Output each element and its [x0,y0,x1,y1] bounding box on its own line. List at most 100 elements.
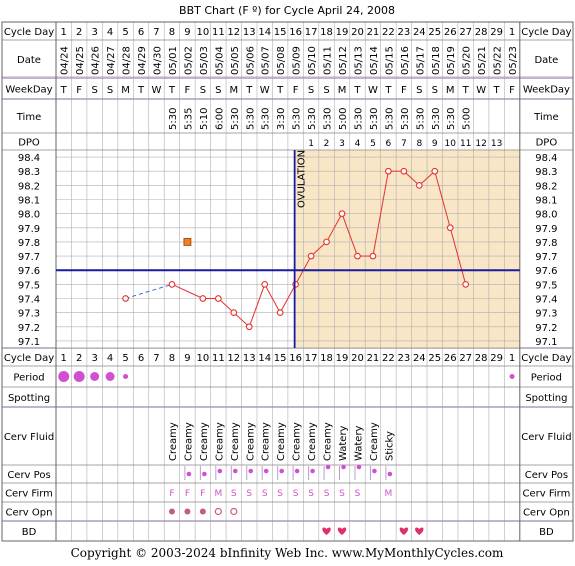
temp-point [214,295,222,302]
temp-line-segment [326,213,343,243]
row-label-cerv_fluid-left: Cerv Fluid [4,432,54,443]
date-cell: 05/21 [477,46,488,75]
row-label-cerv_opn-left: Cerv Opn [6,508,53,519]
temp-point [307,252,315,260]
cerv-firm-cell: S [293,489,299,499]
row-separator [2,76,573,79]
cerv-opn-closed [184,508,191,515]
cycle-day-cell: 26 [444,353,457,364]
cycle-day-cell: 21 [367,27,380,38]
dpo-cell: 9 [432,139,438,149]
y-tick-label-left: 97.5 [18,280,40,291]
cycle-day-cell: 22 [382,353,395,364]
date-cell: 05/07 [261,46,272,75]
y-tick-label-right: 98.4 [535,153,557,164]
bd-heart-icon [415,527,424,535]
time-cell: 5:30 [369,108,380,130]
cycle-day-cell: 24 [413,353,426,364]
cycle-day-cell: 18 [320,353,333,364]
dpo-cell: 4 [355,139,361,149]
row-label-date-right: Date [534,55,558,66]
temp-line-segment [264,284,281,313]
cerv-pos-dot [341,464,346,470]
temp-point [276,309,284,316]
cycle-day-cell: 16 [289,27,302,38]
luteal-phase-area [295,150,520,348]
cycle-day-cell: 24 [413,27,426,38]
weekday-cell: M [446,85,455,96]
weekday-cell: T [276,85,284,96]
time-cell: 5:30 [168,108,179,130]
cerv-pos-dot [310,468,315,474]
cerv-opn-open [230,507,238,516]
time-cell: 5:30 [245,108,256,130]
period-dot [105,372,115,381]
cycle-day-cell: 9 [184,27,190,38]
y-tick-label-right: 97.3 [535,309,557,320]
cycle-day-cell: 8 [169,27,175,38]
date-cell: 04/29 [137,46,148,75]
date-cell: 05/01 [168,46,179,75]
y-tick-label-right: 97.7 [535,252,557,263]
date-cell: 05/14 [369,46,380,75]
row-label-weekday-right: WeekDay [523,85,570,96]
cerv-firm-cell: S [231,489,237,499]
cycle-day-cell: 29 [490,27,503,38]
cycle-day-cell: 14 [258,27,271,38]
weekday-cell: S [91,85,97,96]
y-tick-label-left: 97.6 [18,266,40,277]
cycle-day-cell: 15 [274,353,287,364]
y-tick-label-left: 98.1 [18,196,40,207]
y-tick-label-left: 98.4 [18,153,40,164]
time-cell: 5:30 [307,108,318,130]
date-cell: 05/23 [508,46,519,75]
cycle-day-cell: 13 [243,353,256,364]
date-cell: 05/20 [462,46,473,75]
temp-line-segment [418,170,436,186]
temp-line-segment [341,213,358,257]
temp-line-segment [248,284,266,327]
dpo-cell: 12 [475,139,486,149]
date-cell: 05/16 [400,46,411,75]
y-tick-label-right: 97.4 [535,295,557,306]
cerv-pos-dot [217,468,223,474]
cycle-day-cell: 3 [91,353,97,364]
cycle-day-cell: 27 [459,27,472,38]
date-cell: 05/02 [183,46,194,75]
temp-point [199,295,207,302]
cycle-day-cell: 8 [169,353,175,364]
temp-line-segment [403,170,420,186]
ovulation-label: OVULATION [297,150,308,208]
weekday-cell: T [137,85,145,96]
cerv-pos-dot [325,464,331,470]
cerv-pos-dot [294,468,300,474]
cycle-day-cell: 9 [184,353,190,364]
temp-line-segment [279,284,297,313]
date-cell: 04/28 [122,46,133,75]
row-label-bd-right: BD [539,527,554,538]
cerv-fluid-cell: Creamy [183,422,194,461]
cerv-firm-cell: F [169,489,174,499]
cerv-firm-cell: S [277,489,283,499]
y-tick-label-left: 97.7 [18,252,40,263]
weekday-cell: T [353,85,361,96]
date-cell: 05/06 [245,46,256,75]
date-cell: 05/05 [230,46,241,75]
weekday-cell: T [384,85,392,96]
y-tick-label-left: 97.8 [18,238,40,249]
weekday-cell: M [229,85,238,96]
time-cell: 6:00 [214,108,225,130]
weekday-cell: S [215,85,221,96]
temp-point [415,182,423,189]
period-dot [58,371,70,382]
time-cell: 5:30 [292,108,303,130]
y-tick-label-right: 97.2 [535,323,557,334]
cerv-fluid-cell: Creamy [199,422,210,461]
cerv-pos-dot [372,468,377,474]
row-label-bd-left: BD [22,527,37,538]
cerv-fluid-cell: Creamy [323,422,334,461]
temp-line-segment [310,241,327,257]
y-tick-label-left: 98.0 [18,210,40,221]
row-label-period-left: Period [13,373,44,384]
bd-heart-icon [399,527,409,535]
